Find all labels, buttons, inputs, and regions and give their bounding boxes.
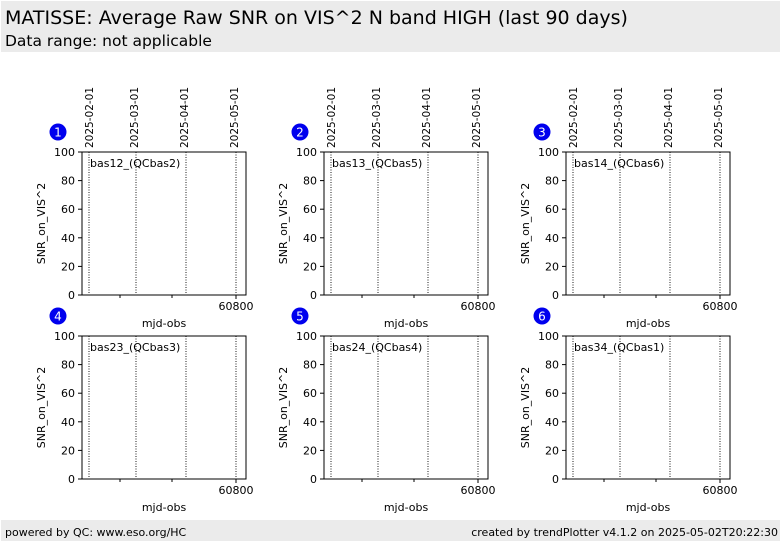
y-tick-label: 0 (310, 473, 317, 486)
panel-number-label: 3 (538, 126, 546, 140)
y-tick-label: 40 (303, 232, 317, 245)
y-tick-label: 60 (303, 387, 317, 400)
series-label: bas12_(QCbas2) (90, 157, 180, 170)
x-axis-label: mjd-obs (626, 501, 671, 514)
x-tick-label: 60800 (461, 484, 496, 497)
date-tick-label: 2025-03-01 (371, 87, 383, 148)
plot-frame (565, 335, 731, 480)
y-tick-label: 40 (545, 416, 559, 429)
y-tick-label: 60 (303, 203, 317, 216)
y-tick-label: 100 (538, 146, 559, 159)
y-tick-label: 0 (552, 289, 559, 302)
panel-number-badge (533, 123, 551, 141)
y-tick-label: 0 (68, 289, 75, 302)
x-axis-label: mjd-obs (626, 317, 671, 330)
y-tick-label: 80 (61, 175, 75, 188)
panel-number-label: 4 (54, 310, 62, 324)
y-tick-label: 20 (61, 260, 75, 273)
y-tick-label: 40 (61, 416, 75, 429)
date-tick-label: 2025-03-01 (613, 87, 625, 148)
y-tick-label: 20 (61, 444, 75, 457)
panel-number-label: 2 (296, 126, 304, 140)
y-tick-label: 20 (303, 444, 317, 457)
x-axis-label: mjd-obs (384, 501, 429, 514)
series-label: bas24_(QCbas4) (332, 341, 422, 354)
panel-number-badge (49, 123, 67, 141)
y-tick-label: 60 (61, 387, 75, 400)
y-tick-label: 60 (545, 203, 559, 216)
plot-frame (323, 151, 489, 296)
date-tick-label: 2025-02-01 (326, 87, 338, 148)
footer-bar: powered by QC: www.eso.org/HC created by… (1, 520, 780, 541)
footer-credit: powered by QC: www.eso.org/HC (5, 526, 187, 539)
y-tick-label: 20 (545, 260, 559, 273)
y-tick-label: 80 (303, 175, 317, 188)
y-tick-label: 60 (61, 203, 75, 216)
x-tick-label: 60800 (703, 484, 738, 497)
series-label: bas34_(QCbas1) (574, 341, 664, 354)
panel-number-label: 6 (538, 310, 546, 324)
panel-number-label: 1 (54, 126, 62, 140)
y-tick-label: 100 (538, 330, 559, 343)
date-tick-label: 2025-02-01 (568, 87, 580, 148)
y-tick-label: 80 (545, 175, 559, 188)
x-tick-label: 60800 (461, 300, 496, 313)
date-tick-label: 2025-02-01 (84, 87, 96, 148)
date-tick-label: 2025-05-01 (471, 87, 483, 148)
y-axis-label: SNR_on_VIS^2 (519, 367, 532, 449)
x-axis-label: mjd-obs (384, 317, 429, 330)
date-tick-label: 2025-03-01 (129, 87, 141, 148)
y-tick-label: 100 (54, 330, 75, 343)
date-tick-label: 2025-04-01 (179, 87, 191, 148)
y-tick-label: 20 (545, 444, 559, 457)
y-tick-label: 40 (545, 232, 559, 245)
y-axis-label: SNR_on_VIS^2 (277, 367, 290, 449)
x-axis-label: mjd-obs (142, 317, 187, 330)
header-banner: MATISSE: Average Raw SNR on VIS^2 N band… (1, 1, 780, 52)
date-tick-label: 2025-05-01 (229, 87, 241, 148)
panel-number-badge (49, 307, 67, 325)
plot-frame (323, 335, 489, 480)
date-tick-label: 2025-05-01 (713, 87, 725, 148)
y-tick-label: 0 (310, 289, 317, 302)
panel-number-badge (291, 123, 309, 141)
date-tick-label: 2025-04-01 (421, 87, 433, 148)
panel-number-badge (291, 307, 309, 325)
y-axis-label: SNR_on_VIS^2 (35, 183, 48, 265)
y-tick-label: 40 (303, 416, 317, 429)
date-tick-label: 2025-04-01 (663, 87, 675, 148)
y-tick-label: 0 (552, 473, 559, 486)
x-tick-label: 60800 (219, 484, 254, 497)
y-tick-label: 100 (54, 146, 75, 159)
panel-number-badge (533, 307, 551, 325)
plot-frame (81, 335, 247, 480)
x-axis-label: mjd-obs (142, 501, 187, 514)
series-label: bas13_(QCbas5) (332, 157, 422, 170)
y-tick-label: 100 (296, 146, 317, 159)
series-label: bas14_(QCbas6) (574, 157, 664, 170)
page-title: MATISSE: Average Raw SNR on VIS^2 N band… (5, 7, 628, 29)
footer-generator: created by trendPlotter v4.1.2 on 2025-0… (471, 526, 778, 539)
y-tick-label: 40 (61, 232, 75, 245)
y-axis-label: SNR_on_VIS^2 (519, 183, 532, 265)
panel-number-label: 5 (296, 310, 304, 324)
y-tick-label: 80 (545, 359, 559, 372)
x-tick-label: 60800 (219, 300, 254, 313)
page-subtitle: Data range: not applicable (5, 32, 212, 50)
plot-frame (81, 151, 247, 296)
y-tick-label: 0 (68, 473, 75, 486)
x-tick-label: 60800 (703, 300, 738, 313)
plot-frame (565, 151, 731, 296)
y-tick-label: 60 (545, 387, 559, 400)
series-label: bas23_(QCbas3) (90, 341, 180, 354)
y-tick-label: 80 (61, 359, 75, 372)
y-axis-label: SNR_on_VIS^2 (277, 183, 290, 265)
y-tick-label: 80 (303, 359, 317, 372)
y-tick-label: 100 (296, 330, 317, 343)
y-tick-label: 20 (303, 260, 317, 273)
y-axis-label: SNR_on_VIS^2 (35, 367, 48, 449)
